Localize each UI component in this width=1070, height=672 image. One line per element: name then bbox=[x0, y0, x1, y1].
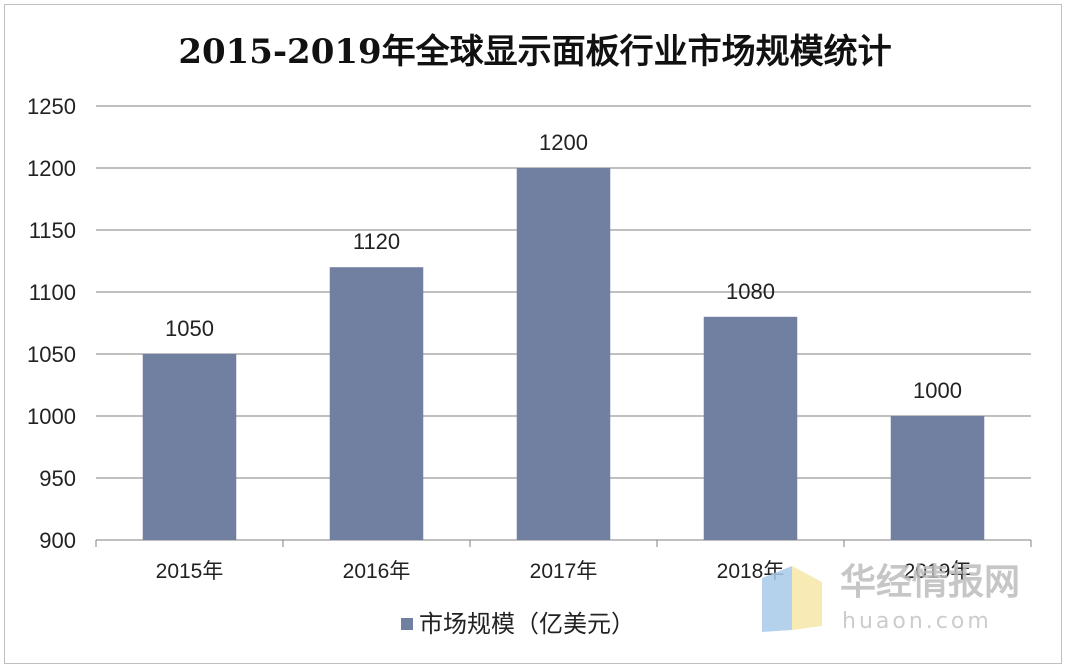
legend-swatch bbox=[401, 618, 413, 630]
data-label: 1000 bbox=[913, 378, 962, 403]
y-tick-label: 950 bbox=[39, 466, 76, 491]
y-tick-label: 1200 bbox=[27, 156, 76, 181]
bar bbox=[890, 416, 985, 540]
chart-title: 2015-2019年全球显示面板行业市场规模统计 bbox=[178, 32, 891, 72]
data-label: 1200 bbox=[539, 130, 588, 155]
data-label: 1050 bbox=[165, 316, 214, 341]
y-tick-label: 1000 bbox=[27, 404, 76, 429]
bar bbox=[142, 354, 237, 540]
y-tick-label: 1100 bbox=[29, 280, 76, 305]
x-tick-label: 2016年 bbox=[343, 560, 411, 583]
watermark-domain: huaon.com bbox=[842, 609, 992, 634]
watermark: 华经情报网 huaon.com bbox=[762, 562, 1020, 634]
legend: 市场规模（亿美元） bbox=[401, 610, 635, 638]
x-tick-label: 2017年 bbox=[530, 560, 598, 583]
data-label: 1080 bbox=[726, 279, 775, 304]
y-axis-ticks: 900 950 1000 1050 1100 1150 1200 1250 bbox=[27, 94, 76, 553]
bar bbox=[329, 267, 424, 540]
watermark-logo-icon bbox=[762, 566, 822, 632]
y-tick-label: 1050 bbox=[27, 342, 76, 367]
data-label: 1120 bbox=[353, 229, 400, 254]
bars bbox=[142, 168, 985, 540]
x-tick-label: 2015年 bbox=[156, 560, 224, 583]
legend-label: 市场规模（亿美元） bbox=[419, 610, 635, 638]
bar bbox=[516, 168, 611, 540]
bar bbox=[703, 316, 798, 540]
watermark-name: 华经情报网 bbox=[840, 562, 1020, 603]
x-tick-label: 2019年 bbox=[904, 560, 972, 583]
data-labels: 1050 1120 1200 1080 1000 bbox=[165, 130, 962, 403]
y-tick-label: 1150 bbox=[29, 218, 76, 243]
y-tick-label: 1250 bbox=[27, 94, 76, 119]
y-tick-label: 900 bbox=[39, 528, 76, 553]
x-axis-ticks: 2015年 2016年 2017年 2018年 2019年 bbox=[156, 560, 972, 583]
